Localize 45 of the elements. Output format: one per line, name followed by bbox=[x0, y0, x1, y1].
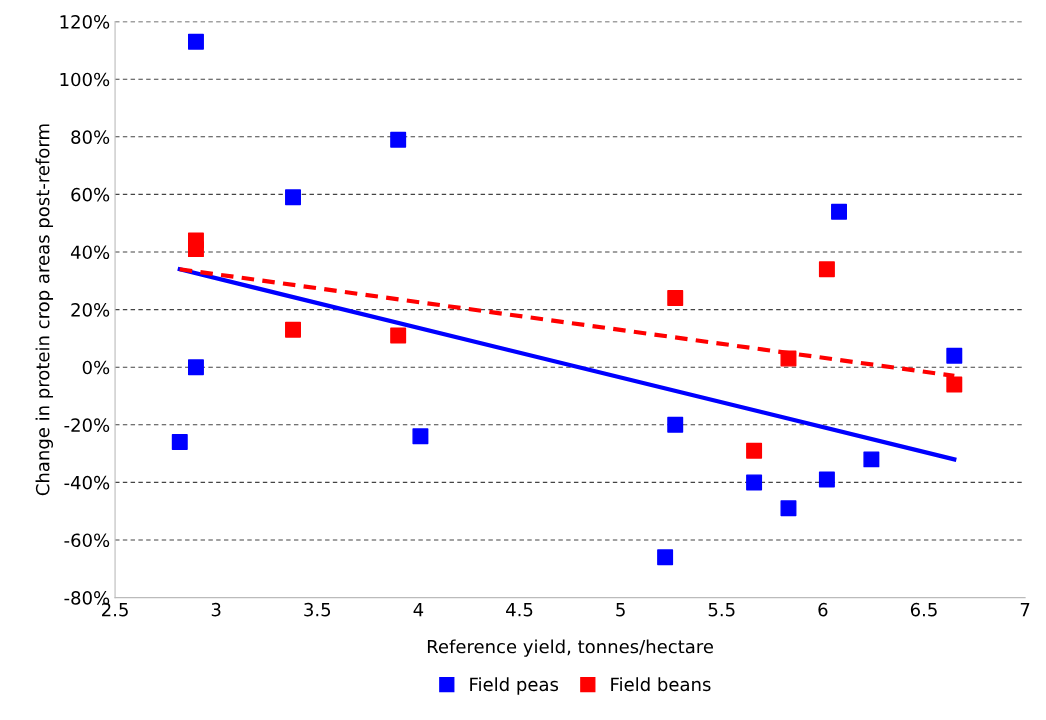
y-tick-label: -20% bbox=[64, 418, 110, 432]
x-tick-label: 7 bbox=[1020, 603, 1030, 617]
point bbox=[171, 434, 188, 451]
point bbox=[667, 416, 684, 433]
point bbox=[863, 451, 880, 468]
point bbox=[667, 290, 684, 307]
point bbox=[390, 131, 407, 148]
x-tick-label: 6 bbox=[818, 602, 828, 617]
y-tick-label: -40% bbox=[64, 475, 110, 490]
x-tick-label: 4.5 bbox=[506, 603, 533, 617]
y-tick-label: 60% bbox=[71, 187, 110, 202]
x-tick-label: 3 bbox=[211, 602, 221, 617]
x-tick-label: 3.5 bbox=[304, 602, 331, 617]
point bbox=[818, 471, 835, 488]
y-tick-label: 40% bbox=[70, 245, 110, 260]
y-tick-label: 120% bbox=[60, 15, 110, 29]
point bbox=[946, 376, 963, 393]
legend-label: Field beans bbox=[611, 677, 711, 692]
point bbox=[187, 33, 204, 50]
point bbox=[285, 321, 301, 338]
y-tick-label: 100% bbox=[60, 72, 110, 87]
point bbox=[746, 474, 763, 491]
point bbox=[780, 350, 797, 367]
x-axis-title: Reference yield, tonnes/hectare bbox=[427, 639, 713, 657]
y-tick-label: -60% bbox=[64, 533, 110, 548]
y-tick-label: 20% bbox=[71, 303, 110, 317]
point bbox=[285, 189, 301, 206]
y-axis-title: Change in protein crop areas post-reform bbox=[35, 124, 54, 496]
x-tick-label: 6.5 bbox=[910, 602, 937, 617]
legend-label: Field peas bbox=[470, 677, 559, 695]
point bbox=[187, 359, 204, 376]
x-tick-label: 4 bbox=[413, 603, 424, 617]
y-tick-label: 0% bbox=[82, 360, 110, 375]
x-tick-label: 5.5 bbox=[708, 603, 735, 617]
point bbox=[780, 500, 797, 517]
x-tick-label: 5 bbox=[616, 603, 625, 617]
point bbox=[746, 442, 763, 459]
point bbox=[946, 347, 963, 364]
point bbox=[412, 428, 429, 445]
point bbox=[657, 549, 674, 566]
point bbox=[390, 327, 407, 344]
point bbox=[187, 241, 204, 258]
point bbox=[818, 261, 835, 278]
point bbox=[831, 203, 848, 220]
y-tick-label: 80% bbox=[71, 130, 110, 144]
